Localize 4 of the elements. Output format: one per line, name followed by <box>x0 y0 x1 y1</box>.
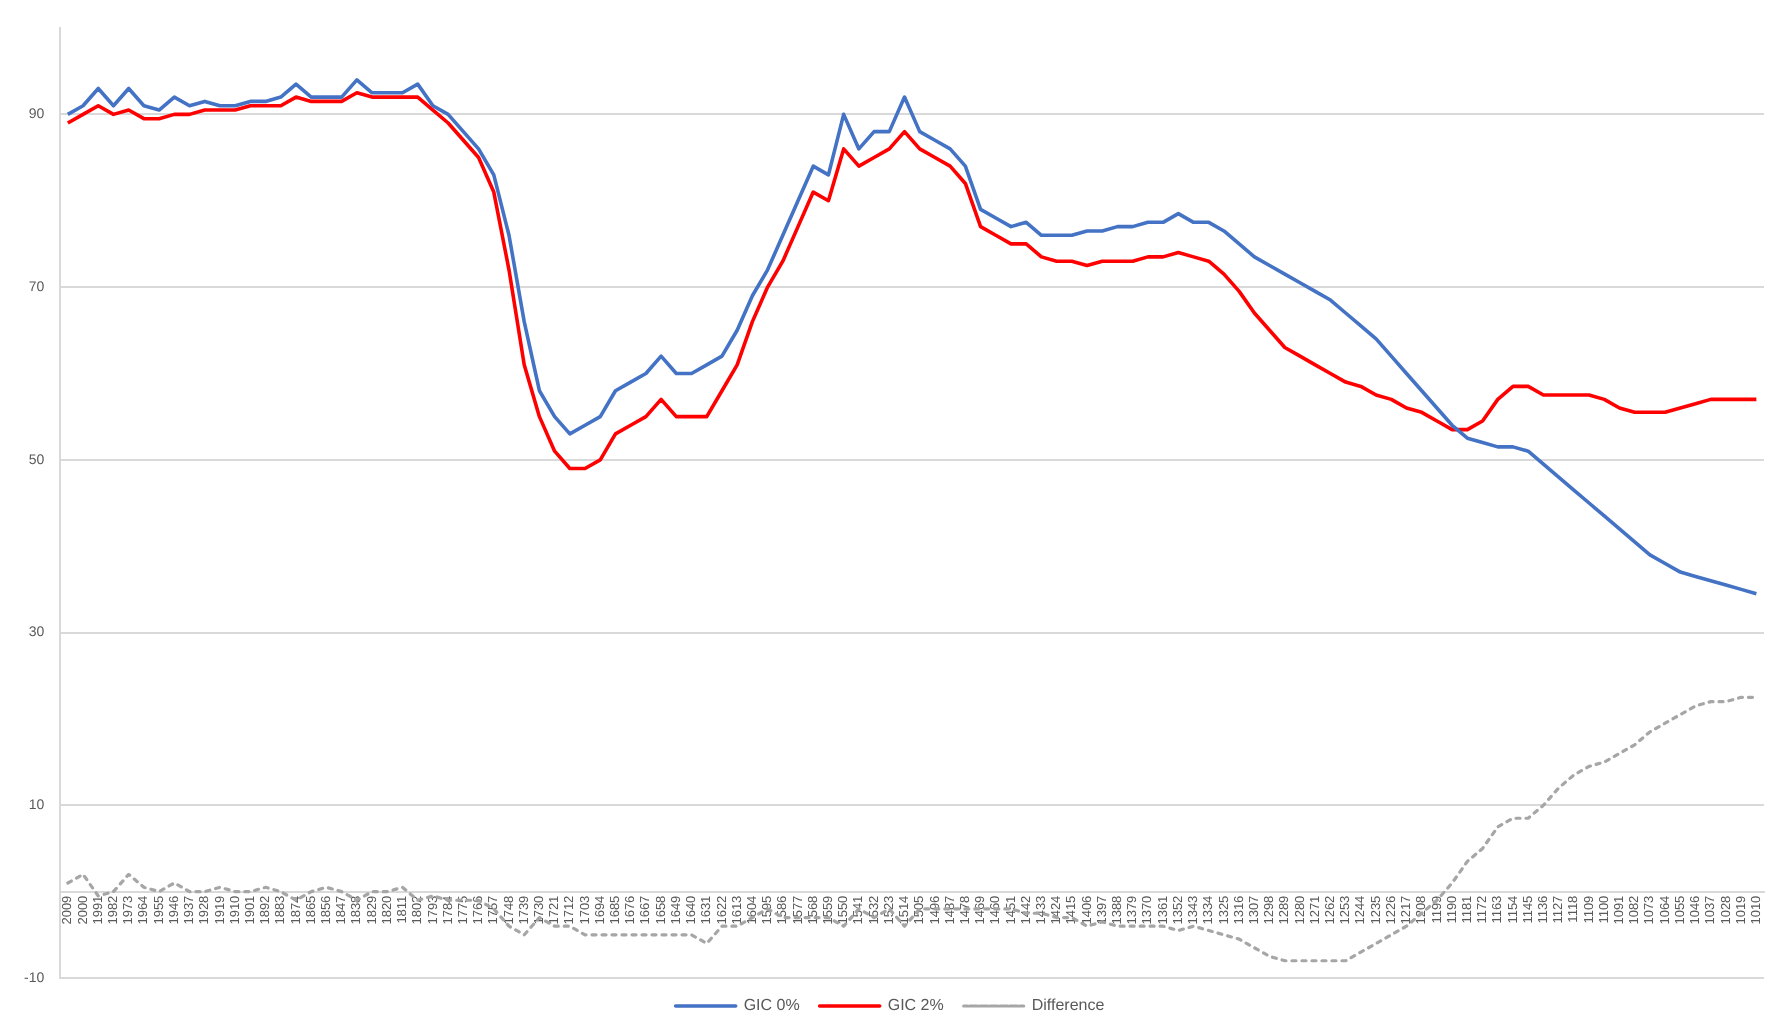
legend-label: GIC 0% <box>743 996 800 1015</box>
legend-label: Difference <box>1031 996 1106 1015</box>
line-series <box>66 695 1758 963</box>
legend-label: GIC 2% <box>887 996 944 1015</box>
